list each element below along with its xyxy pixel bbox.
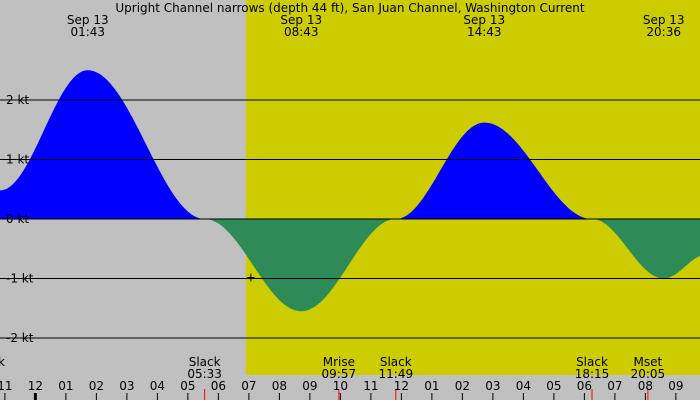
- extremum-time: 14:43: [467, 25, 502, 39]
- hour-tick-label: 09: [668, 379, 683, 393]
- event-time: 11:49: [379, 367, 414, 381]
- event-time: 05:33: [187, 367, 222, 381]
- ebb-area: [204, 219, 396, 312]
- extremum-date: Sep 13: [463, 13, 505, 27]
- now-marker: +: [246, 271, 256, 285]
- hour-tick-label: 08: [272, 379, 287, 393]
- hour-tick-label: 06: [211, 379, 226, 393]
- extremum-time: 20:36: [646, 25, 681, 39]
- hour-tick-label: 12: [28, 379, 43, 393]
- flood-area: [0, 70, 205, 219]
- hour-tick-label: 07: [607, 379, 622, 393]
- hour-tick-label: 04: [150, 379, 165, 393]
- hour-tick-label: 09: [302, 379, 317, 393]
- extremum-time: 08:43: [284, 25, 319, 39]
- hour-tick-label: 02: [455, 379, 470, 393]
- current-area: [0, 70, 700, 312]
- event-time: 18:15: [575, 367, 610, 381]
- hour-tick-label: 03: [119, 379, 134, 393]
- left-edge-text: k: [0, 355, 5, 369]
- hour-tick-label: 11: [363, 379, 378, 393]
- hour-tick-label: 05: [180, 379, 195, 393]
- y-gridlines: [0, 99, 700, 339]
- event-time: 20:05: [631, 367, 666, 381]
- flood-area: [395, 122, 592, 219]
- event-label: Slack: [189, 355, 221, 369]
- ebb-area: [592, 219, 700, 279]
- event-label: Mrise: [323, 355, 355, 369]
- hour-tick-label: 06: [577, 379, 592, 393]
- y-tick-label: -2 kt: [6, 331, 34, 345]
- hour-tick-label: 03: [485, 379, 500, 393]
- hour-tick-label: 11: [0, 379, 13, 393]
- hour-tick-label: 04: [516, 379, 531, 393]
- hour-tick-label: 07: [241, 379, 256, 393]
- y-tick-label: 2 kt: [6, 93, 29, 107]
- hour-tick-label: 01: [58, 379, 73, 393]
- extremum-date: Sep 13: [280, 13, 322, 27]
- labels: Upright Channel narrows (depth 44 ft), S…: [0, 1, 685, 400]
- hour-tick-label: 01: [424, 379, 439, 393]
- event-label: Mset: [634, 355, 663, 369]
- y-tick-label: -1 kt: [6, 272, 34, 286]
- extremum-date: Sep 13: [643, 13, 685, 27]
- hour-tick-label: 08: [638, 379, 653, 393]
- hour-tick-label: 12: [394, 379, 409, 393]
- chart-title: Upright Channel narrows (depth 44 ft), S…: [115, 1, 585, 15]
- event-label: Slack: [576, 355, 608, 369]
- hour-tick-label: 02: [89, 379, 104, 393]
- event-time: 09:57: [322, 367, 357, 381]
- hour-tick-label: 05: [546, 379, 561, 393]
- extremum-time: 01:43: [70, 25, 105, 39]
- hour-tick-label: 10: [333, 379, 348, 393]
- y-tick-label: 0 kt: [6, 212, 29, 226]
- event-label: Slack: [380, 355, 412, 369]
- extremum-date: Sep 13: [67, 13, 109, 27]
- y-tick-label: 1 kt: [6, 153, 29, 167]
